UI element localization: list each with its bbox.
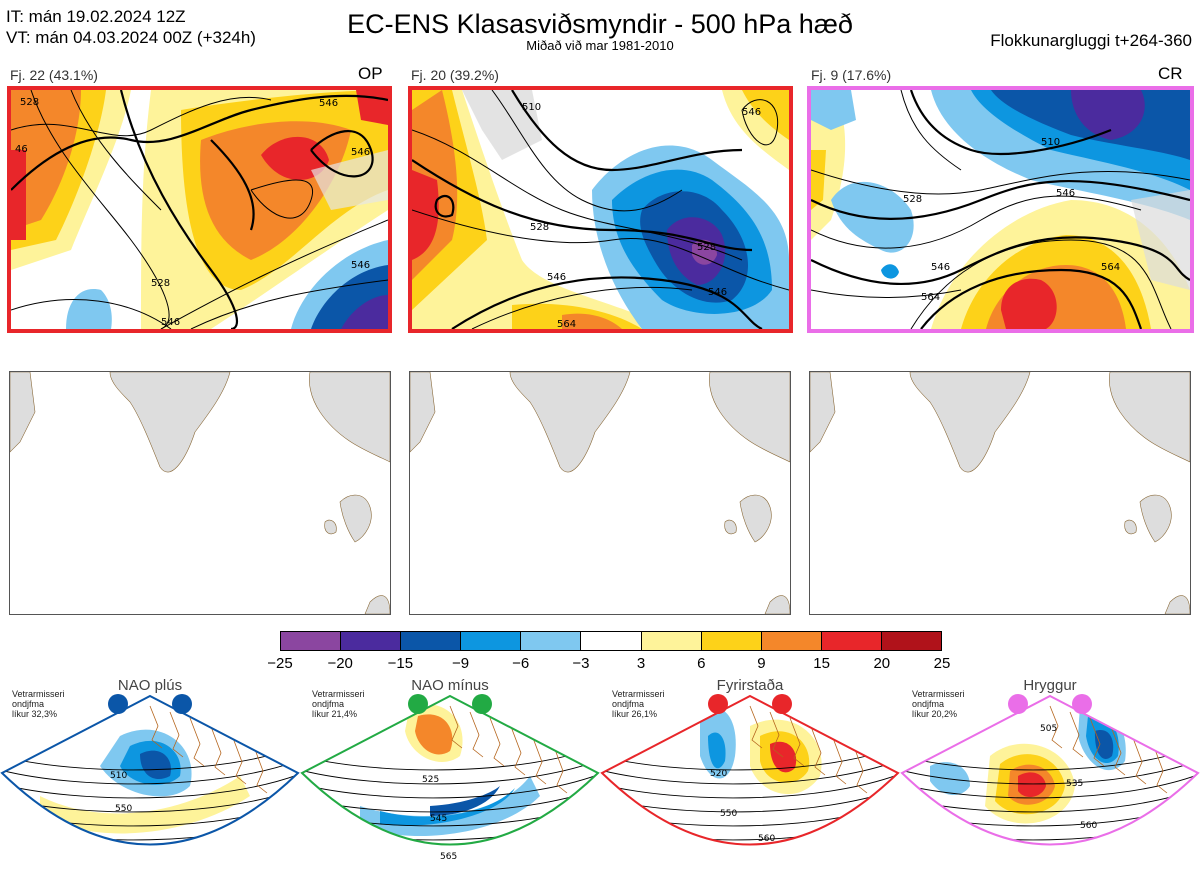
panel-1-label: Fj. 22 (43.1%) xyxy=(10,67,98,83)
regime-note-line: Vetrarmisseri xyxy=(912,689,965,699)
colorbar-swatch xyxy=(820,632,881,650)
regime-note: Vetrarmisseri ondjfma líkur 21,4% xyxy=(312,689,365,719)
panel-1-tag: OP xyxy=(358,64,383,83)
regime-contour-label: 560 xyxy=(1080,821,1097,831)
contour-label: 510 xyxy=(522,102,541,113)
regime-name: NAO mínus xyxy=(411,677,489,694)
colorbar-swatch xyxy=(460,632,521,650)
regime-panel: 510 550 NAO plús Vetrarmisseri ondjfma líkur … xyxy=(0,676,300,871)
contour-label: 528 xyxy=(20,97,39,108)
blank-map-1 xyxy=(9,371,391,615)
contour-label: 546 xyxy=(351,260,370,271)
colorbar-swatch xyxy=(640,632,701,650)
colorbar-tick-label: 15 xyxy=(813,655,830,672)
colorbar-tick-label: 3 xyxy=(636,655,646,672)
colorbar-tick-label: 20 xyxy=(873,655,891,672)
colorbar-tick-label: 6 xyxy=(697,655,706,672)
regime-panel: 525 545 565 NAO mínus Vetrarmisseri ondjfma lí… xyxy=(300,676,600,871)
panel-3-label: Fj. 9 (17.6%) xyxy=(811,67,892,83)
regime-note-line: ondjfma xyxy=(312,699,345,709)
regime-contour-label: 550 xyxy=(115,804,132,814)
page-subtitle: Miðað við mar 1981-2010 xyxy=(526,38,674,53)
colorbar-tick-label: −25 xyxy=(267,655,293,672)
contour-label: 546 xyxy=(1056,188,1075,199)
contour-label: 564 xyxy=(557,319,576,329)
regime-name: Hryggur xyxy=(1023,677,1077,694)
regime-note-line: líkur 26,1% xyxy=(612,709,658,719)
regime-note-line: líkur 21,4% xyxy=(312,709,358,719)
colorbar-tick-label: −3 xyxy=(572,655,590,672)
regime-note: Vetrarmisseri ondjfma líkur 32,3% xyxy=(12,689,65,719)
regime-note-line: Vetrarmisseri xyxy=(12,689,65,699)
contour-label: 528 xyxy=(530,222,549,233)
regime-note-line: Vetrarmisseri xyxy=(312,689,365,699)
panel-2-label: Fj. 20 (39.2%) xyxy=(411,67,499,83)
regime-panel: 520 550 560 Fyrirstaða Vetrarmisseri ondjfma l… xyxy=(600,676,900,871)
regime-contour-label: 550 xyxy=(720,809,737,819)
regime-note: Vetrarmisseri ondjfma líkur 26,1% xyxy=(612,689,665,719)
colorbar-swatch xyxy=(580,632,641,650)
contour-label: 546 xyxy=(708,287,727,298)
header-info: IT: mán 19.02.2024 12Z VT: mán 04.03.202… xyxy=(6,6,256,48)
colorbar xyxy=(280,631,942,651)
contour-label: 510 xyxy=(1041,137,1060,148)
colorbar-tick-label: −15 xyxy=(387,655,414,672)
regime-note-line: Vetrarmisseri xyxy=(612,689,665,699)
regime-panel: 505 535 560 Hryggur Vetrarmisseri ondjfma líku… xyxy=(900,676,1200,871)
regime-note-line: ondjfma xyxy=(612,699,645,709)
contour-label: 546 xyxy=(351,147,370,158)
colorbar-tick-label: −9 xyxy=(451,655,470,672)
colorbar-tick-label: 9 xyxy=(757,655,766,672)
colorbar-swatch xyxy=(760,632,821,650)
regime-note-line: ondjfma xyxy=(12,699,45,709)
colorbar-swatch xyxy=(520,632,581,650)
blank-map-3 xyxy=(809,371,1191,615)
regime-contour-label: 535 xyxy=(1066,779,1083,789)
regime-contour-label: 545 xyxy=(430,814,447,824)
colorbar-tick-label: 25 xyxy=(933,655,951,672)
contour-label: 546 xyxy=(161,317,180,328)
colorbar-ticks: −25 −20 −15 −9 −6 −3 3 6 9 15 20 25 xyxy=(0,655,1200,675)
contour-label: 564 xyxy=(1101,262,1120,273)
contour-label: 546 xyxy=(742,107,761,118)
cluster-map-2: 510 528 528 546 546 564 546 xyxy=(408,86,793,333)
regime-note: Vetrarmisseri ondjfma líkur 20,2% xyxy=(912,689,965,719)
cluster-map-1: 528 546 546 528 546 546 46 xyxy=(7,86,392,333)
regime-contour-label: 510 xyxy=(110,771,127,781)
colorbar-tick-label: −6 xyxy=(512,655,530,672)
colorbar-swatch xyxy=(340,632,401,650)
colorbar-swatch xyxy=(880,632,942,650)
regime-note-line: ondjfma xyxy=(912,699,945,709)
panel-3-tag: CR xyxy=(1158,64,1183,83)
colorbar-swatch xyxy=(400,632,461,650)
regime-contour-label: 520 xyxy=(710,769,727,779)
contour-label: 528 xyxy=(151,278,170,289)
regime-name: NAO plús xyxy=(117,677,183,694)
page-title: EC-ENS Klasasviðsmyndir - 500 hPa hæð xyxy=(347,9,853,39)
regime-row: 510 550 NAO plús Vetrarmisseri ondjfma líkur … xyxy=(0,676,1200,871)
blank-map-2 xyxy=(409,371,791,615)
valid-time: VT: mán 04.03.2024 00Z (+324h) xyxy=(6,28,256,47)
classification-window: Flokkunargluggi t+264-360 xyxy=(990,31,1192,50)
init-time: IT: mán 19.02.2024 12Z xyxy=(6,7,186,26)
contour-label: 546 xyxy=(319,98,338,109)
colorbar-swatch xyxy=(700,632,761,650)
contour-label: 528 xyxy=(697,242,716,253)
colorbar-swatch xyxy=(281,632,341,650)
regime-note-line: líkur 20,2% xyxy=(912,709,958,719)
cluster-map-3: 510 528 546 546 564 564 xyxy=(807,86,1194,333)
contour-label: 46 xyxy=(15,144,28,155)
contour-label: 546 xyxy=(931,262,950,273)
contour-label: 564 xyxy=(921,292,940,303)
regime-contour-label: 560 xyxy=(758,834,775,844)
regime-note-line: líkur 32,3% xyxy=(12,709,58,719)
regime-contour-label: 525 xyxy=(422,775,439,785)
contour-label: 528 xyxy=(903,194,922,205)
colorbar-tick-label: −20 xyxy=(327,655,353,672)
regime-contour-label: 505 xyxy=(1040,724,1057,734)
contour-label: 546 xyxy=(547,272,566,283)
regime-name: Fyrirstaða xyxy=(716,677,784,694)
regime-contour-label: 565 xyxy=(440,852,457,862)
